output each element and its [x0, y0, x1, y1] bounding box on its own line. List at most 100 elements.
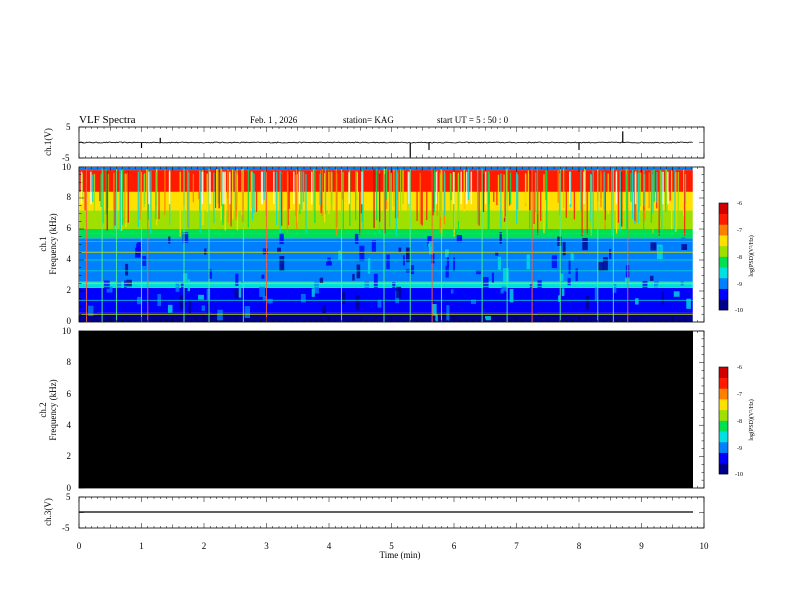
cbar2-swatch-6 — [719, 399, 728, 411]
ch1-spectrogram-streak-165 — [324, 168, 327, 215]
ch1-spectrogram-speckle-39 — [356, 264, 361, 279]
ch1-spectrogram-streak-103 — [619, 170, 621, 232]
cbar1-tick-m6: -6 — [737, 201, 742, 207]
ch1-spectrogram-streak-141 — [143, 173, 145, 208]
ch1-spectrogram-speckle-41 — [560, 273, 564, 281]
ch1-spectrogram-streak-108 — [102, 171, 104, 224]
ch1-ftick-6: 6 — [67, 223, 72, 233]
ch1-spectrogram-speckle-126 — [537, 262, 543, 268]
ch1-spectrogram-streak-237 — [99, 172, 101, 202]
ch1-spectrogram-streak-161 — [580, 170, 582, 211]
ch1-spectrogram-streak-208 — [107, 173, 109, 209]
ch1-spectrogram-streak-153 — [231, 169, 234, 220]
ch1-spectrogram-streak-13 — [648, 172, 650, 209]
ch1-spectrogram-saturation-10 — [667, 171, 669, 205]
ch1-spectrogram-saturation-23 — [662, 171, 664, 205]
ch1-spectrogram-ylabel-channel: ch.1 — [38, 236, 48, 251]
ch1-spectrogram-speckle-97 — [317, 270, 321, 279]
ch3-ylabel: ch.3(V) — [43, 498, 53, 526]
ch1-spectrogram-speckle-70 — [373, 273, 378, 289]
ch1-frequency-ticks: 0 2 4 6 8 10 — [62, 162, 72, 326]
xtick-4: 4 — [327, 541, 332, 551]
ch1-spectrogram-streak-30 — [213, 172, 215, 224]
ch1-spectrogram-streak-21 — [534, 172, 537, 213]
ch1-spectrogram-streak-123 — [156, 168, 158, 225]
ch1-spectrogram-speckle-124 — [511, 260, 517, 275]
ch1-spectrogram-speckle-132 — [103, 280, 110, 290]
ch1-spectrogram-streak-64 — [573, 174, 576, 220]
ch1-spectrogram-speckle-152 — [445, 249, 449, 258]
ch1-spectrogram-streak-151 — [218, 169, 220, 209]
ch1-spectrogram-speckle-147 — [529, 284, 533, 295]
ch1-spectrogram-speckle-4 — [201, 305, 206, 311]
ch2-ftick-10: 10 — [62, 326, 72, 336]
ch1-spectrogram-streak-39 — [399, 169, 402, 223]
ch1-spectrogram-streak-242 — [321, 168, 323, 216]
ch1-spectrogram-streak-169 — [488, 171, 490, 204]
ch1-spectrogram-streak-11 — [255, 174, 258, 212]
xtick-0: 0 — [77, 541, 82, 551]
ch1-spectrogram-speckle-12 — [654, 276, 658, 288]
ch1-ftick-8: 8 — [67, 192, 72, 202]
ch1-spectrogram-speckle-127 — [116, 275, 122, 288]
ch1-spectrogram-streak-197 — [359, 173, 361, 235]
ch1-spectrogram-streak-185 — [150, 170, 152, 235]
ch1-spectrogram-streak-130 — [540, 174, 542, 221]
ch1-spectrogram-speckle-26 — [509, 289, 514, 303]
xtick-5: 5 — [389, 541, 394, 551]
ch1-spectrogram-speckle-119 — [499, 232, 502, 244]
ch1-spectrogram-streak-158 — [93, 173, 96, 226]
ch1-spectrogram-streak-205 — [236, 168, 238, 205]
ch1-spectrogram-speckle-129 — [431, 253, 435, 264]
ch1-spectrogram-streak-139 — [92, 174, 94, 203]
ch1-spectrogram-speckle-31 — [435, 314, 438, 322]
ch2-spectrogram-image — [79, 331, 693, 488]
ch1-spectrogram-streak-200 — [487, 171, 489, 232]
cbar2-swatch-4 — [719, 420, 728, 432]
ch1-spectrogram-streak-79 — [324, 172, 326, 223]
ch2-ftick-8: 8 — [67, 357, 72, 367]
ch1-spectrogram-speckle-83 — [198, 294, 204, 300]
cbar2-tick-m10: -10 — [735, 472, 743, 478]
ch1-spectrogram-speckle-140 — [179, 295, 184, 310]
ch1-spectrogram-streak-239 — [563, 168, 565, 208]
ch1-spectrogram-streak-189 — [114, 169, 116, 226]
ch1-spectrogram-speckle-62 — [300, 293, 306, 303]
ch1-spectrogram-streak-175 — [677, 171, 679, 222]
ch1-spectrogram-streak-225 — [247, 169, 249, 228]
ch1-spectrogram-streak-12 — [137, 171, 139, 227]
ch1-waveform-line — [78, 141, 693, 144]
ch1-spectrogram-speckle-25 — [200, 263, 203, 273]
ch1-spectrogram-speckle-151 — [134, 247, 141, 258]
ch1-spectrogram-streak-97 — [509, 172, 512, 205]
ch1-spectrogram-streak-46 — [665, 169, 668, 215]
ch1-spectrogram-speckle-20 — [92, 310, 98, 316]
ch1-spectrogram-speckle-111 — [635, 298, 639, 305]
ch1-spectrogram-speckle-38 — [209, 246, 214, 261]
ch1-spectrogram-streak-234 — [432, 168, 434, 216]
header-station: station= KAG — [343, 115, 394, 125]
ch1-spectrogram-speckle-19 — [279, 233, 284, 245]
ch1-spectrogram-streak-51 — [508, 173, 511, 206]
ch1-spectrogram-speckle-17 — [325, 261, 332, 266]
ch1-spectrogram-streak-6 — [276, 171, 278, 225]
ch1-spectrogram-speckle-117 — [125, 263, 129, 276]
ch1-spectrogram-streak-8 — [230, 170, 232, 227]
ch1-spectrogram-speckle-82 — [562, 242, 566, 256]
ch1-spectrogram-streak-4 — [139, 170, 141, 220]
ch1-spectrogram-band-8 — [79, 167, 693, 171]
ch1-spectrogram-streak-72 — [328, 168, 330, 214]
ch1-spectrogram-streak-24 — [638, 169, 640, 212]
ch1-spectrogram-streak-138 — [592, 170, 594, 230]
ch1-spectrogram-speckle-5 — [673, 291, 680, 297]
ch1-spectrogram-streak-96 — [146, 169, 148, 204]
ch1-spectrogram-speckle-14 — [567, 277, 571, 286]
ch1-spectrogram-saturation-25 — [293, 171, 295, 205]
ch1-spectrogram-streak-213 — [611, 168, 613, 236]
ch1-spectrogram-streak-28 — [124, 173, 126, 224]
ch1-spectrogram-speckle-84 — [598, 262, 604, 272]
ch1-spectrogram-streak-111 — [393, 169, 395, 207]
ch1-spectrogram-streak-162 — [279, 170, 281, 237]
ch1-spectrogram-streak-61 — [536, 168, 539, 215]
ch2-spectrogram-panel: 0 2 4 6 8 10 ch.2 Frequency (kHz) — [38, 326, 705, 493]
